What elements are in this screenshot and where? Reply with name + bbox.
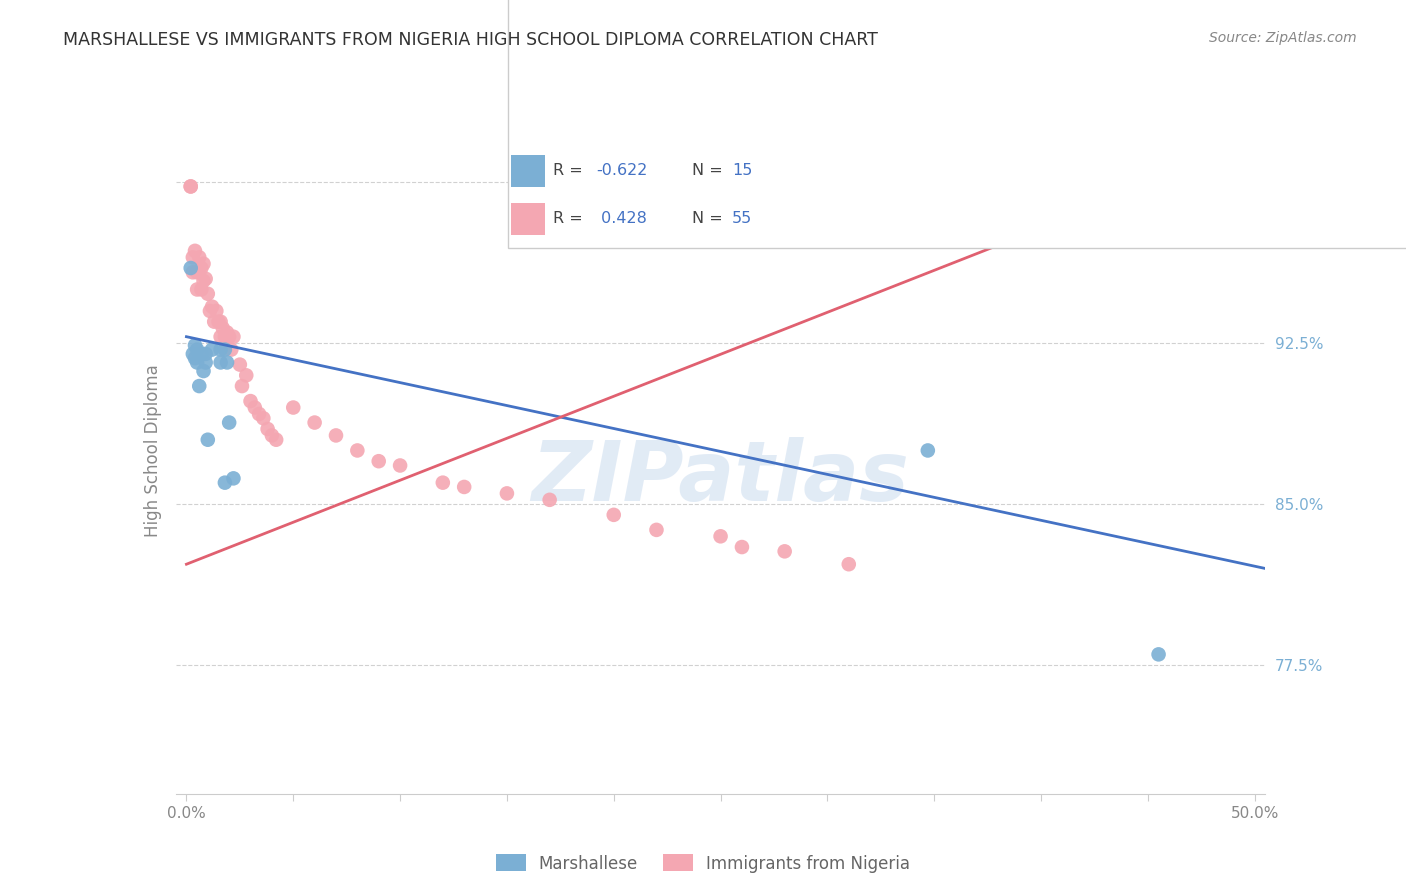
Point xyxy=(264,433,287,447)
Point xyxy=(235,368,257,383)
Point xyxy=(194,271,217,285)
Point xyxy=(214,475,236,490)
Point xyxy=(218,329,240,343)
Point xyxy=(773,544,796,558)
Point xyxy=(222,329,245,343)
Text: ZIPatlas: ZIPatlas xyxy=(531,437,910,518)
Point xyxy=(710,529,733,543)
Point xyxy=(432,475,454,490)
Point xyxy=(603,508,626,522)
Point xyxy=(453,480,475,494)
Point xyxy=(283,401,305,415)
Point xyxy=(304,416,326,430)
Point xyxy=(190,283,212,297)
Point xyxy=(194,355,217,369)
Point xyxy=(184,244,207,258)
Point xyxy=(186,343,208,357)
Point xyxy=(239,394,262,409)
Point xyxy=(215,355,238,369)
Point xyxy=(201,300,224,314)
Point xyxy=(496,486,519,500)
Point xyxy=(243,401,266,415)
Point xyxy=(346,443,368,458)
Point xyxy=(260,428,283,442)
Point xyxy=(184,338,207,352)
Point xyxy=(209,329,232,343)
Point xyxy=(214,329,236,343)
Point xyxy=(181,265,204,279)
Point xyxy=(198,304,221,318)
Point xyxy=(201,343,224,357)
Point xyxy=(186,283,208,297)
Point xyxy=(184,351,207,366)
Point xyxy=(209,343,232,357)
Point xyxy=(211,321,233,335)
Point xyxy=(188,250,211,264)
Point xyxy=(645,523,668,537)
Text: Source: ZipAtlas.com: Source: ZipAtlas.com xyxy=(1209,31,1357,45)
Point xyxy=(209,355,232,369)
Point xyxy=(731,540,754,554)
Point xyxy=(190,260,212,275)
Point xyxy=(214,343,236,357)
Point xyxy=(229,358,252,372)
Point xyxy=(838,558,860,572)
Point xyxy=(188,379,211,393)
Point xyxy=(205,304,228,318)
Point xyxy=(180,179,202,194)
Point xyxy=(180,260,202,275)
Point xyxy=(389,458,412,473)
Y-axis label: High School Diploma: High School Diploma xyxy=(143,364,162,537)
Point xyxy=(247,407,270,421)
Point xyxy=(917,443,939,458)
Legend: Marshallese, Immigrants from Nigeria: Marshallese, Immigrants from Nigeria xyxy=(489,847,917,880)
Point xyxy=(538,492,561,507)
Point xyxy=(193,274,215,288)
Point xyxy=(221,343,243,357)
Point xyxy=(252,411,274,425)
Point xyxy=(193,257,215,271)
Text: MARSHALLESE VS IMMIGRANTS FROM NIGERIA HIGH SCHOOL DIPLOMA CORRELATION CHART: MARSHALLESE VS IMMIGRANTS FROM NIGERIA H… xyxy=(63,31,879,49)
Point xyxy=(218,416,240,430)
Point xyxy=(202,315,225,329)
Point xyxy=(186,265,208,279)
Point xyxy=(1147,648,1170,662)
Point xyxy=(181,250,204,264)
Point xyxy=(194,347,217,361)
Point xyxy=(207,315,229,329)
Point xyxy=(197,433,219,447)
Point xyxy=(256,422,278,436)
Point xyxy=(186,355,208,369)
Point xyxy=(193,364,215,378)
Point xyxy=(222,471,245,485)
Point xyxy=(190,347,212,361)
Point xyxy=(197,286,219,301)
Point xyxy=(209,315,232,329)
Point xyxy=(1147,179,1170,194)
Point xyxy=(181,347,204,361)
Point xyxy=(325,428,347,442)
Point xyxy=(215,326,238,340)
Point xyxy=(180,179,202,194)
Point xyxy=(367,454,389,468)
Point xyxy=(188,265,211,279)
Point xyxy=(231,379,253,393)
